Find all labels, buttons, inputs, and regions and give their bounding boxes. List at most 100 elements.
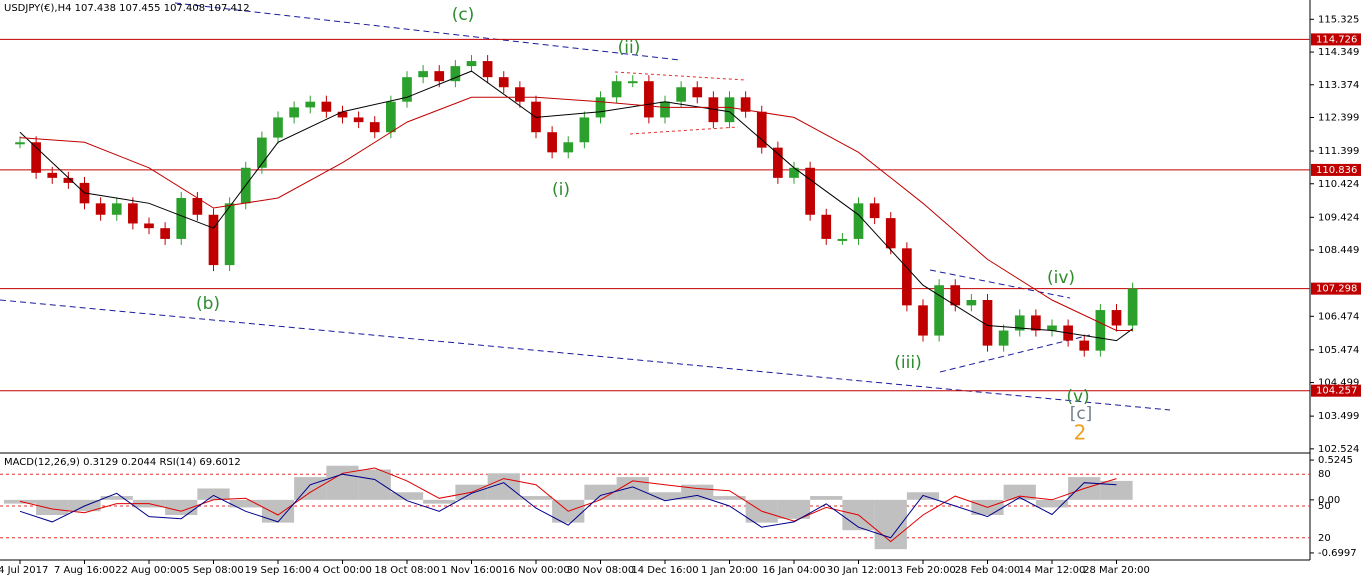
macd-bar	[261, 499, 295, 523]
wave-label: (v)	[1066, 387, 1089, 407]
y-tick-label: 103.499	[1318, 411, 1359, 422]
candle	[224, 203, 235, 266]
wave-label: (iii)	[894, 353, 921, 373]
candle	[740, 97, 751, 112]
candle	[369, 122, 380, 133]
candle	[563, 142, 574, 153]
level-tag-bg	[1311, 33, 1361, 46]
x-tick-label: 13 Feb 20:00	[890, 565, 956, 576]
candle	[450, 66, 461, 82]
candle	[289, 107, 299, 118]
candle	[160, 228, 170, 239]
x-tick-label: 28 Feb 04:00	[955, 565, 1021, 576]
channel-lines	[614, 71, 746, 135]
candle	[966, 299, 977, 306]
candle	[692, 87, 703, 98]
candle	[144, 223, 154, 229]
candle	[837, 238, 848, 241]
moving-average	[19, 70, 1133, 342]
wave-label: (b)	[196, 294, 220, 314]
level-tag-bg	[1311, 384, 1361, 397]
x-tick-label: 14 Dec 16:00	[631, 565, 698, 576]
candle	[1111, 310, 1122, 326]
trend-line	[939, 334, 1091, 373]
candle	[950, 285, 961, 306]
x-tick-label: 19 Sep 16:00	[245, 565, 312, 576]
candle	[418, 71, 428, 78]
y-tick-label: 108.449	[1318, 245, 1359, 256]
x-tick-label: 7 Aug 16:00	[54, 565, 115, 576]
y-tick-label: 0.5245	[1318, 455, 1353, 466]
x-tick-label: 30 Jan 12:00	[827, 565, 890, 576]
macd-bar	[229, 499, 262, 508]
x-tick-label: 28 Mar 20:00	[1083, 565, 1150, 576]
macd-bar	[165, 499, 198, 516]
candle	[192, 197, 203, 215]
x-tick-label: 1 Jan 20:00	[701, 565, 758, 576]
candle	[353, 117, 364, 123]
macd-bar	[584, 484, 617, 500]
trend-line	[0, 299, 1171, 411]
candle	[660, 101, 670, 118]
candle	[31, 142, 41, 173]
indicator-title: MACD(12,26,9) 0.3129 0.2044 RSI(14) 69.6…	[4, 457, 241, 468]
x-tick-label: 16 Jan 04:00	[762, 565, 825, 576]
candle	[1079, 340, 1090, 351]
candle	[1031, 315, 1041, 331]
candle	[1014, 315, 1025, 331]
indicator-line	[19, 473, 1117, 539]
macd-bar	[681, 484, 714, 500]
candle	[111, 203, 122, 215]
x-tick-label: 22 Aug 00:00	[115, 565, 182, 576]
moving-average	[19, 96, 1133, 331]
candle	[756, 111, 767, 148]
candle	[611, 81, 622, 98]
candle	[47, 172, 58, 178]
x-tick-label: 5 Sep 08:00	[183, 565, 243, 576]
y-tick-label: -0.6997	[1318, 548, 1357, 559]
macd-bar	[390, 492, 424, 500]
candle	[934, 285, 944, 336]
level-tag: 110.836	[1316, 165, 1357, 176]
wave-label: (i)	[552, 180, 570, 200]
y-tick-label: 114.349	[1318, 47, 1359, 58]
candle	[386, 101, 396, 133]
candle	[128, 203, 138, 224]
y2-tick-label: 20	[1318, 533, 1331, 544]
candle	[547, 132, 557, 153]
macd-bar	[36, 499, 69, 516]
macd-bar	[358, 469, 391, 500]
x-tick-label: 30 Nov 08:00	[567, 565, 634, 576]
macd-bar	[1100, 480, 1133, 500]
y-tick-label: 110.424	[1318, 179, 1359, 190]
candle	[644, 81, 654, 118]
macd-bar	[1003, 484, 1036, 500]
wave-label: (c)	[452, 5, 475, 25]
candle	[708, 97, 719, 123]
macd-bar	[616, 477, 649, 500]
candle	[208, 214, 219, 266]
candle	[1047, 325, 1057, 331]
x-tick-label: 4 Oct 00:00	[313, 565, 372, 576]
macd-bar	[777, 499, 811, 519]
macd-bar	[713, 496, 746, 500]
candle	[998, 330, 1009, 346]
macd-bar	[197, 488, 230, 500]
trend-lines	[0, 2, 1171, 411]
candle	[982, 299, 993, 346]
y-tick-label: 109.424	[1318, 212, 1359, 223]
x-tick-label: 1 Nov 16:00	[441, 565, 502, 576]
candle	[789, 167, 799, 178]
macd-bar	[648, 492, 682, 500]
level-tag: 107.298	[1316, 284, 1357, 295]
y-tick-label: 115.325	[1318, 14, 1359, 25]
candle	[885, 218, 896, 249]
candle	[402, 77, 412, 102]
y-tick-label: 104.499	[1318, 378, 1359, 389]
candle	[918, 305, 928, 336]
macd-bar	[810, 496, 843, 500]
macd-bar	[423, 499, 456, 504]
y-tick-label: 0.00	[1318, 495, 1340, 506]
candle	[579, 117, 590, 143]
